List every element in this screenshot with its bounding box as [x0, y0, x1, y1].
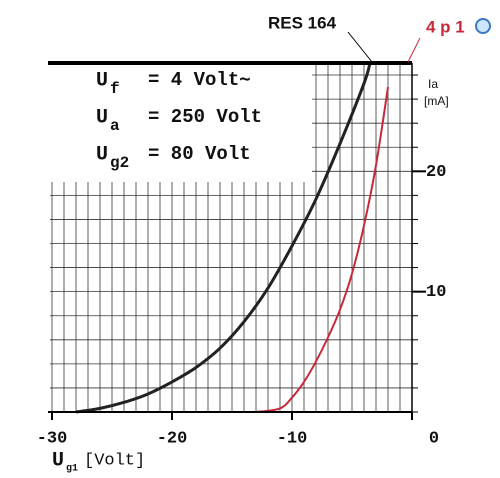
condition-box	[50, 64, 312, 182]
condition-sub: g2	[110, 154, 129, 172]
condition-symbol: U	[96, 143, 108, 166]
condition-sub: a	[110, 117, 120, 135]
x-tick-label: -20	[157, 429, 188, 448]
condition-symbol: U	[96, 69, 108, 92]
condition-text: = 250 Volt	[148, 106, 262, 128]
curve1-pointer	[347, 31, 373, 63]
x-label-symbol: U	[52, 449, 64, 472]
x-tick-label: -30	[37, 429, 68, 448]
curve2-label: 4 p 1	[426, 17, 465, 36]
x-tick-label: -10	[277, 429, 308, 448]
condition-sub: f	[110, 80, 120, 98]
y-tick-label: 20	[426, 163, 446, 182]
axis-strip	[412, 64, 472, 414]
x-label-sub: g1	[66, 464, 78, 475]
x-label-unit: [Volt]	[84, 451, 145, 470]
plot	[75, 62, 389, 414]
condition-text: = 80 Volt	[148, 143, 251, 165]
condition-text: = 4 Volt∼	[148, 69, 251, 91]
curve	[255, 86, 389, 413]
y-tick-label: 10	[426, 283, 446, 302]
curve1-label: RES 164	[268, 13, 337, 32]
y-label: Ia	[428, 77, 438, 91]
zoom-icon[interactable]	[475, 18, 491, 34]
y-unit: [mA]	[424, 94, 449, 108]
x-tick-label: 0	[429, 429, 439, 448]
curve2-pointer	[407, 37, 421, 63]
condition-symbol: U	[96, 106, 108, 129]
curve	[75, 62, 372, 414]
